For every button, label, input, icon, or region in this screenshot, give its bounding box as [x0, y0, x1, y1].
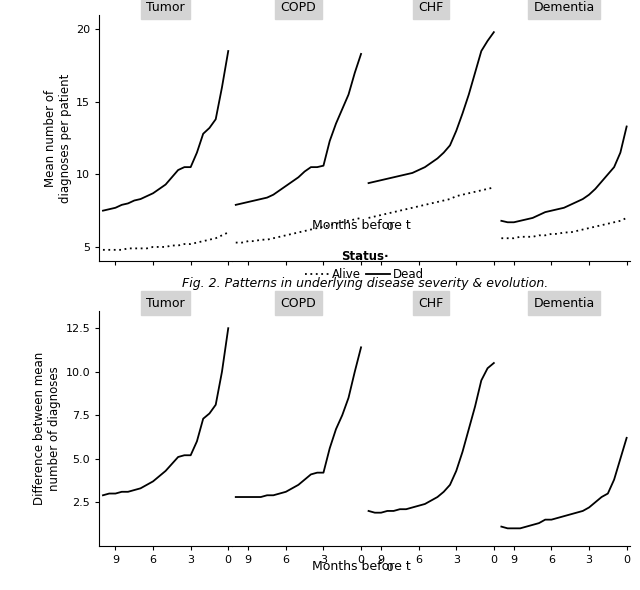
Y-axis label: Mean number of
diagnoses per patient: Mean number of diagnoses per patient	[44, 73, 72, 203]
Text: 0: 0	[387, 222, 393, 232]
Title: CHF: CHF	[419, 1, 444, 14]
Title: CHF: CHF	[419, 297, 444, 310]
Text: Fig. 2. Patterns in underlying disease severity & evolution.: Fig. 2. Patterns in underlying disease s…	[182, 277, 548, 290]
Text: Months before t: Months before t	[312, 219, 411, 232]
Y-axis label: Difference between mean
number of diagnoses: Difference between mean number of diagno…	[33, 352, 61, 505]
Title: Tumor: Tumor	[147, 1, 185, 14]
Text: Months before t: Months before t	[312, 560, 411, 573]
Title: Tumor: Tumor	[147, 297, 185, 310]
Legend: Alive, Dead: Alive, Dead	[305, 250, 424, 281]
Text: 0: 0	[387, 563, 393, 573]
Title: COPD: COPD	[280, 297, 316, 310]
Title: COPD: COPD	[280, 1, 316, 14]
Title: Dementia: Dementia	[533, 1, 595, 14]
Title: Dementia: Dementia	[533, 297, 595, 310]
